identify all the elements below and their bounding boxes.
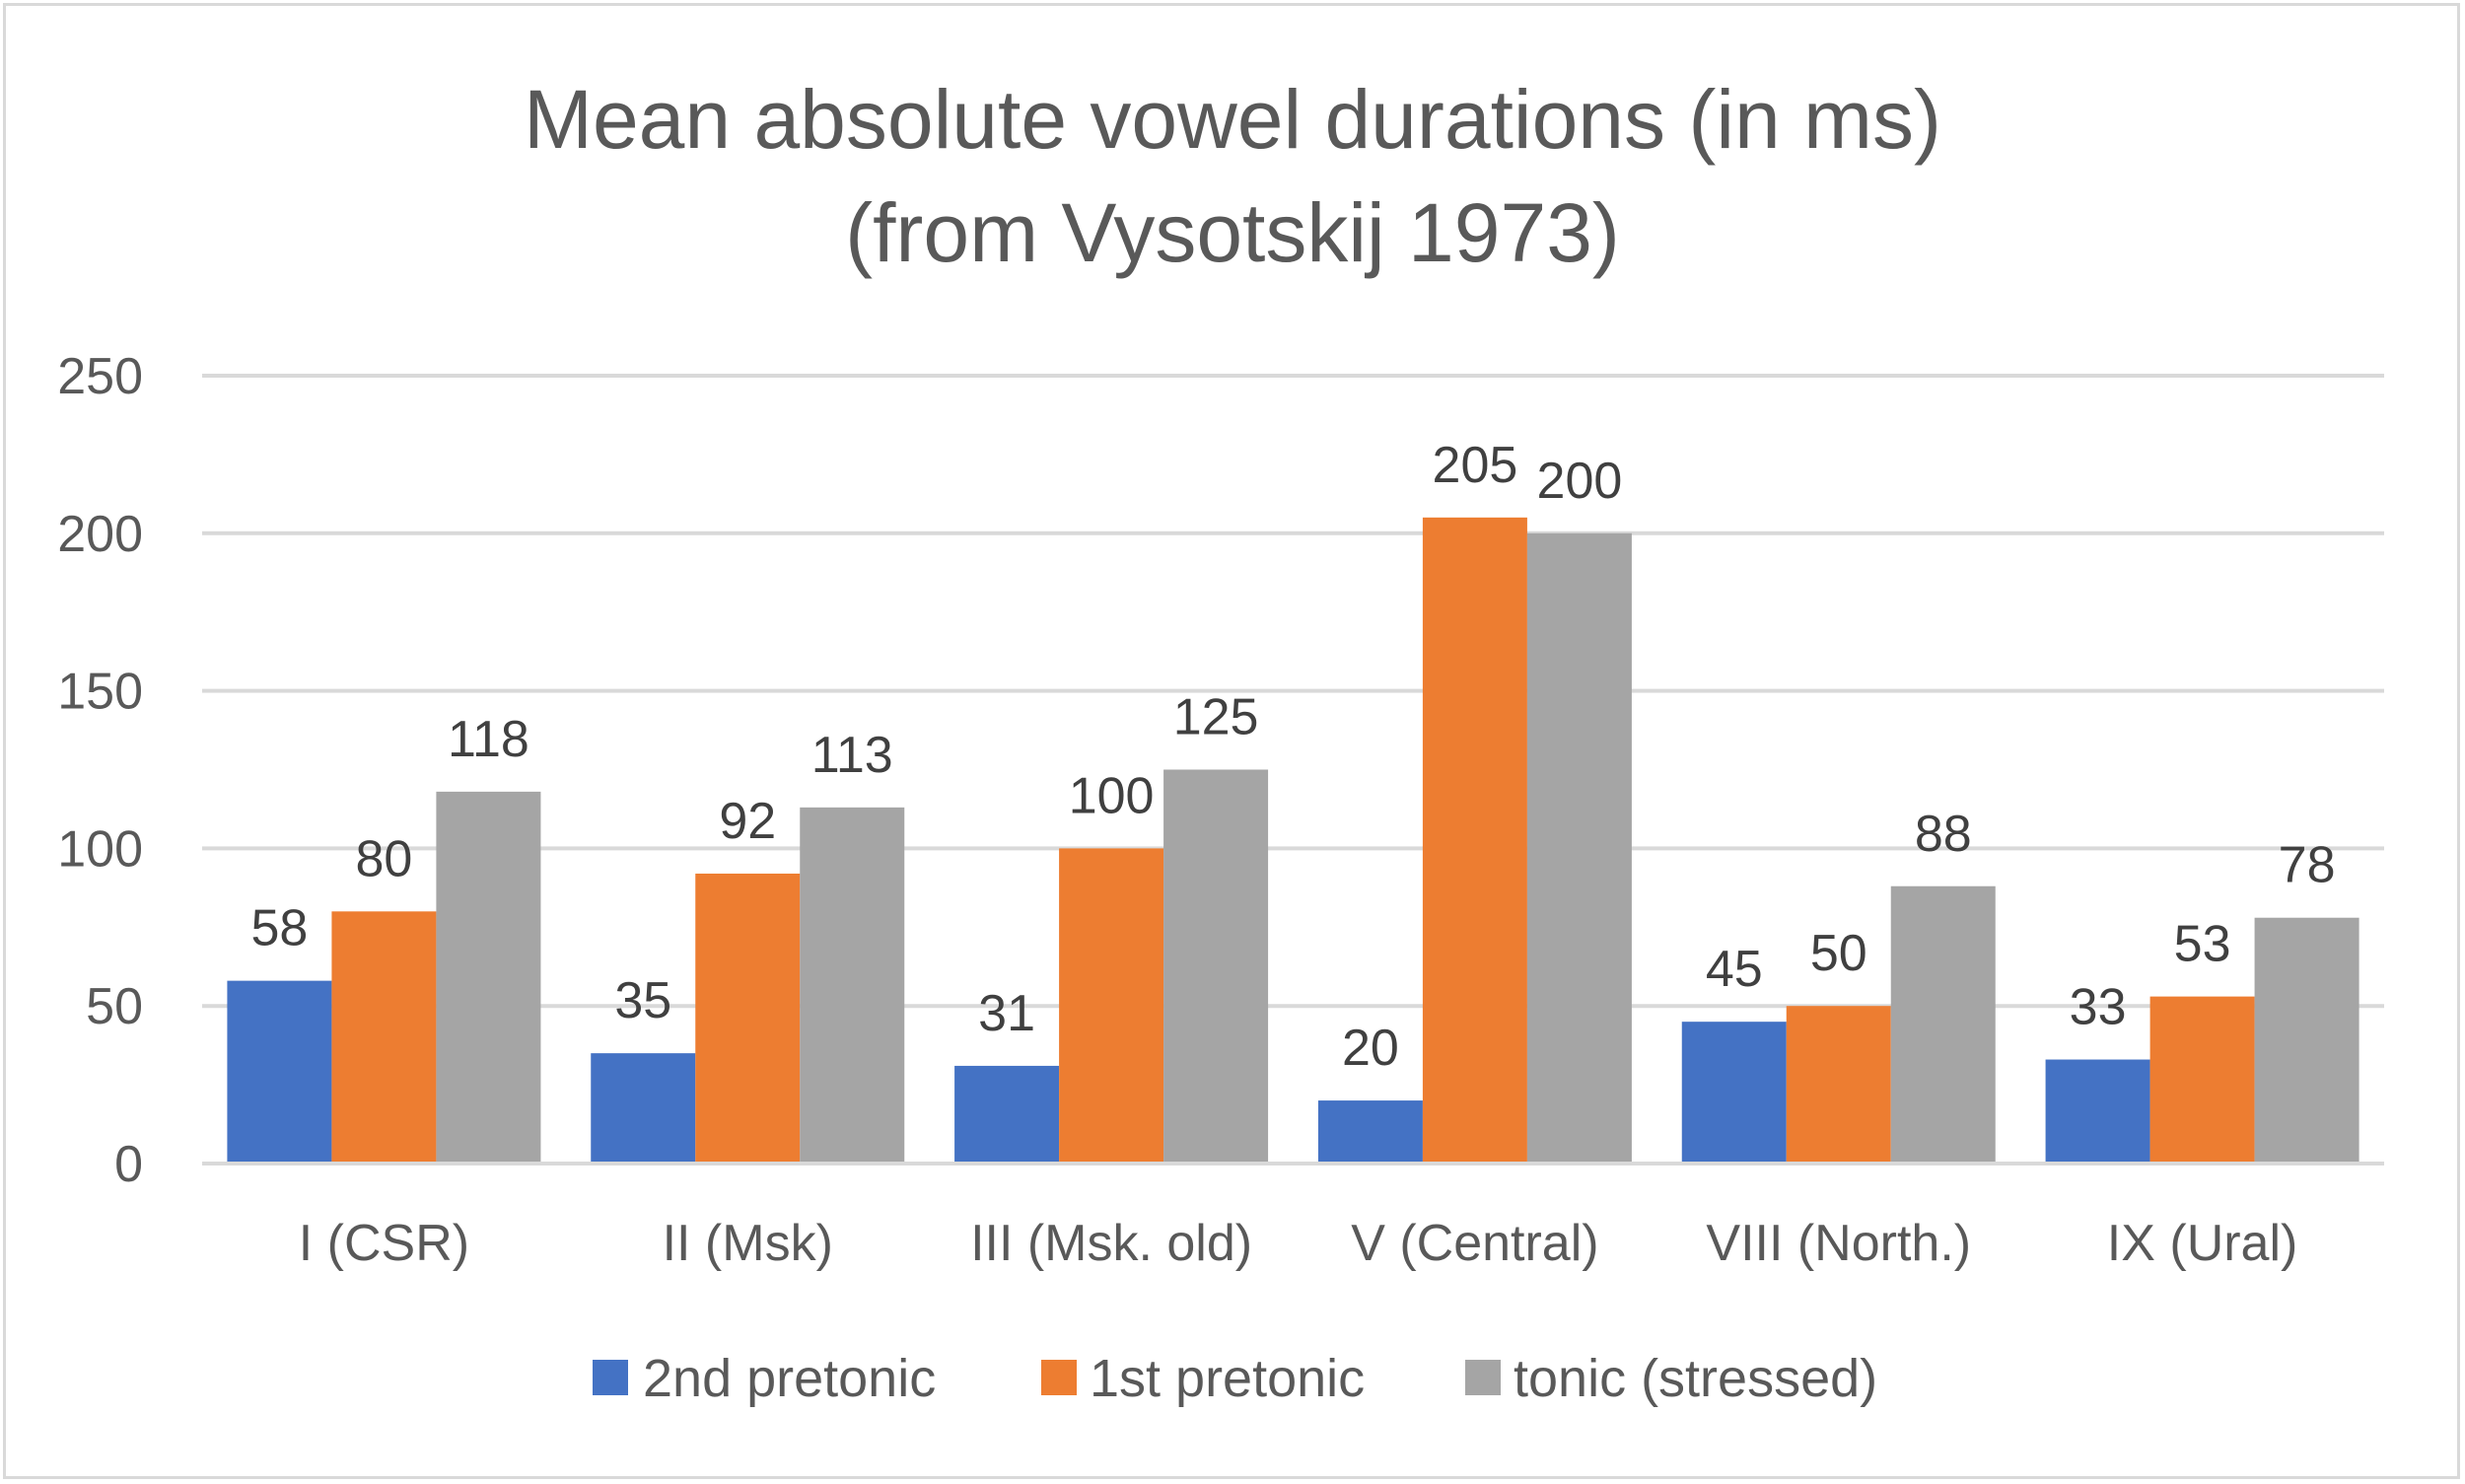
bar-3-series-2 (1059, 848, 1164, 1164)
bar-4-series-3 (1526, 532, 1632, 1164)
legend-label-2: 1st pretonic (1090, 1349, 1365, 1408)
bar-2-series-3 (800, 807, 905, 1164)
data-label-4-series-1: 20 (1342, 1020, 1399, 1077)
bar-6-series-1 (2045, 1059, 2150, 1164)
data-label-4-series-2: 205 (1433, 437, 1518, 494)
bar-6-series-2 (2149, 996, 2255, 1164)
chart-frame (3, 3, 2460, 1479)
y-tick-label-200: 200 (57, 506, 143, 563)
data-label-2-series-2: 92 (719, 793, 776, 850)
data-label-1-series-2: 80 (355, 830, 412, 887)
chart-title-line-1: Mean absolute vowel durations (in ms) (524, 73, 1941, 166)
bar-5-series-3 (1890, 885, 1996, 1164)
data-label-4-series-3: 200 (1537, 453, 1623, 510)
legend-swatch-3 (1465, 1360, 1501, 1395)
y-tick-label-0: 0 (114, 1136, 143, 1193)
data-label-2-series-3: 113 (811, 727, 893, 784)
data-label-1-series-3: 118 (448, 711, 529, 768)
x-category-label-2: II (Msk) (663, 1215, 833, 1272)
data-label-6-series-3: 78 (2279, 837, 2336, 894)
x-category-label-1: I (CSR) (299, 1215, 469, 1272)
bar-3-series-3 (1163, 769, 1269, 1164)
bar-2-series-1 (591, 1053, 696, 1164)
data-labels: 58 80 118 35 92 113 31 100 125 20 205 200 45 50 88 33 53… (250, 437, 2335, 1077)
bar-6-series-3 (2254, 917, 2359, 1164)
bar-1-series-1 (227, 980, 332, 1164)
legend-swatch-1 (593, 1360, 628, 1395)
y-tick-label-150: 150 (57, 664, 143, 721)
x-axis-categories: I (CSR) II (Msk) III (Msk. old) V (Central)… (299, 1215, 2298, 1272)
data-label-2-series-1: 35 (614, 972, 671, 1029)
bar-1-series-3 (436, 791, 541, 1164)
x-category-label-5: VIII (North.) (1706, 1215, 1971, 1272)
data-label-5-series-3: 88 (1915, 806, 1972, 863)
y-tick-label-250: 250 (57, 348, 143, 405)
data-label-5-series-2: 50 (1810, 925, 1867, 982)
x-category-label-3: III (Msk. old) (970, 1215, 1252, 1272)
bar-4-series-2 (1422, 517, 1527, 1164)
y-tick-label-100: 100 (57, 820, 143, 878)
data-label-3-series-3: 125 (1173, 689, 1259, 746)
chart-title: Mean absolute vowel durations (in ms) (fr… (524, 73, 1941, 279)
bar-5-series-1 (1681, 1022, 1787, 1164)
x-category-label-4: V (Central) (1351, 1215, 1598, 1272)
data-label-1-series-1: 58 (250, 900, 308, 957)
bars (202, 517, 2384, 1166)
legend-label-1: 2nd pretonic (643, 1349, 936, 1408)
bar-4-series-1 (1317, 1100, 1423, 1164)
data-label-6-series-2: 53 (2174, 916, 2231, 973)
bar-1-series-2 (331, 911, 437, 1164)
bar-2-series-2 (695, 873, 801, 1164)
legend-label-3: tonic (stressed) (1514, 1349, 1877, 1408)
legend: 2nd pretonic 1st pretonic tonic (stressed) (593, 1349, 1877, 1408)
data-label-6-series-1: 33 (2070, 979, 2127, 1036)
chart-title-line-2: (from Vysotskij 1973) (845, 186, 1620, 279)
data-label-3-series-1: 31 (978, 985, 1035, 1042)
y-axis-ticks: 0 50 100 150 200 250 (57, 348, 143, 1193)
bar-5-series-2 (1786, 1006, 1891, 1164)
x-category-label-6: IX (Ural) (2107, 1215, 2298, 1272)
bar-3-series-1 (954, 1065, 1060, 1164)
data-label-5-series-1: 45 (1706, 941, 1763, 998)
y-tick-label-50: 50 (86, 978, 143, 1035)
legend-swatch-2 (1041, 1360, 1077, 1395)
data-label-3-series-2: 100 (1069, 767, 1155, 824)
